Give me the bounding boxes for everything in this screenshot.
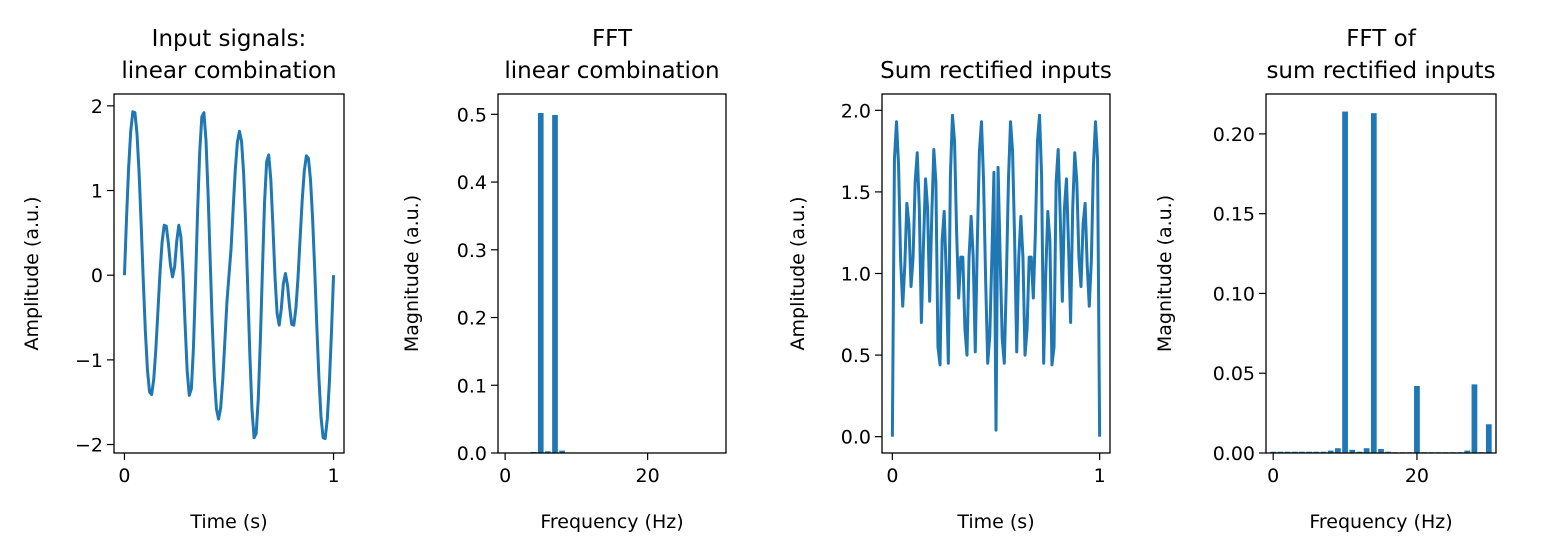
chart-title-line: FFT [592,26,633,52]
y-tick-label: 0.5 [457,104,487,126]
y-tick-label: 0.1 [457,375,487,397]
bar [545,451,551,453]
subplot-sum-rectified-inputs: Sum rectified inputs 0 1 0.0 0.5 1.0 1.5 2.0 Tim… [787,58,1112,533]
y-tick-label: 1.0 [841,264,871,286]
x-tick-label: 20 [636,465,660,487]
y-tick-label: 0.0 [457,443,487,465]
bar [1378,449,1384,453]
subplot-input-signals: Input signals: linear combination 0 1 −2 −1 0 1… [21,26,345,533]
x-tick-label: 20 [1405,465,1429,487]
chart-title-line: Sum rectified inputs [880,58,1112,84]
chart-title-line: FFT of [1346,26,1416,52]
series-line [122,110,336,441]
series-line [890,113,1102,437]
bar [1363,448,1370,453]
x-tick-label: 0 [499,465,511,487]
y-tick-label: 2 [91,96,103,118]
y-tick-label: 0 [91,265,103,287]
bar [1335,448,1341,453]
axes-frame [113,93,345,454]
x-tick-label: 0 [886,465,898,487]
y-tick-label: 1.5 [841,182,871,204]
chart-title-line: sum rectified inputs [1266,58,1495,84]
bar [1471,384,1478,453]
y-tick-label: 0.00 [1213,443,1255,465]
x-axis-label: Frequency (Hz) [1309,511,1452,533]
y-tick-label: −2 [75,435,103,457]
bar [1485,424,1492,453]
y-tick-label: 0.2 [457,308,487,330]
y-axis-label: Magnitude (a.u.) [1154,195,1176,352]
chart-title-line: linear combination [121,58,336,84]
y-axis-label: Amplitude (a.u.) [21,197,43,351]
y-tick-label: 0.3 [457,240,487,262]
bar [559,450,565,453]
chart-title-line: Input signals: [152,26,307,52]
x-axis-label: Time (s) [956,511,1034,533]
bar [537,112,544,453]
y-tick-label: 2.0 [841,100,871,122]
y-axis-label: Magnitude (a.u.) [401,195,423,352]
bar [1414,385,1420,453]
x-tick-label: 0 [1267,465,1279,487]
subplot-fft-sum-rectified: FFT of sum rectified inputs 0 20 0.00 0.05 0.1… [1154,26,1497,533]
x-axis-label: Frequency (Hz) [540,511,683,533]
y-tick-label: 0.20 [1213,124,1255,146]
y-tick-label: −1 [75,350,103,372]
y-tick-label: 0.5 [841,345,871,367]
chart-title-line: linear combination [504,58,719,84]
y-axis-label: Amplitude (a.u.) [787,197,809,351]
x-tick-label: 1 [327,465,339,487]
bar [1370,113,1377,454]
x-axis-label: Time (s) [189,511,267,533]
y-tick-label: 0.0 [841,427,871,449]
bar [1464,450,1471,453]
bar [1349,449,1356,453]
axes-frame [1265,93,1497,454]
bar [1327,450,1334,453]
x-tick-label: 1 [1094,465,1106,487]
bar [1342,111,1348,454]
axes-frame [497,93,727,454]
x-tick-label: 0 [118,465,130,487]
bar [552,115,558,453]
subplot-fft-linear-combination: FFT linear combination 0 20 0.0 0.1 0.2 0.3 0.4 0… [401,26,727,533]
y-tick-label: 0.10 [1213,283,1255,305]
y-tick-label: 0.4 [457,172,487,194]
y-tick-label: 0.15 [1213,204,1255,226]
y-tick-label: 0.05 [1213,363,1255,385]
y-tick-label: 1 [91,181,103,203]
